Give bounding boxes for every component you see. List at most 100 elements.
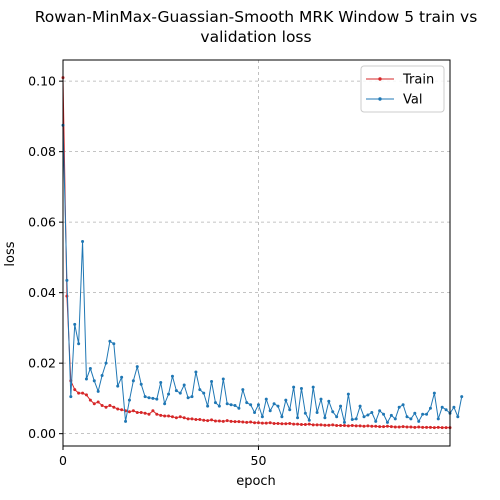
- chart-title-line1: Rowan-MinMax-Guassian-Smooth MRK Window …: [35, 8, 478, 26]
- x-tick-label: 50: [251, 453, 267, 468]
- val-point: [260, 415, 264, 419]
- train-point: [299, 423, 303, 426]
- train-point: [382, 425, 386, 429]
- train-point: [268, 421, 272, 425]
- val-point: [210, 379, 214, 383]
- train-point: [272, 421, 276, 425]
- y-tick-label: 0.08: [28, 144, 56, 159]
- train-point: [260, 421, 264, 425]
- train-point: [256, 421, 260, 425]
- train-point: [233, 420, 237, 424]
- val-point: [225, 402, 229, 406]
- val-point: [432, 391, 436, 395]
- val-point: [331, 410, 335, 414]
- train-point: [135, 411, 139, 415]
- val-point: [382, 412, 386, 416]
- legend-train-marker: [378, 77, 382, 81]
- val-point: [237, 406, 241, 410]
- train-point: [417, 425, 421, 429]
- train-point: [378, 425, 382, 429]
- x-axis-ticks: 0 50: [59, 446, 266, 468]
- val-point: [120, 375, 124, 379]
- train-point: [409, 425, 413, 429]
- val-point: [272, 402, 276, 406]
- val-point: [323, 416, 327, 420]
- chart-title-line2: validation loss: [200, 28, 311, 46]
- train-point: [202, 418, 206, 422]
- val-point: [354, 417, 358, 421]
- val-point: [174, 389, 178, 393]
- train-point: [421, 425, 425, 429]
- val-point: [249, 403, 253, 407]
- val-point: [288, 408, 292, 412]
- train-point: [225, 419, 229, 423]
- val-point: [436, 417, 440, 421]
- train-point: [190, 417, 194, 421]
- train-point: [100, 403, 104, 407]
- legend-val-label: Val: [403, 93, 422, 108]
- train-point: [112, 405, 116, 409]
- val-point: [327, 399, 331, 403]
- legend-train-label: Train: [402, 73, 434, 88]
- val-point: [206, 404, 210, 408]
- train-point: [116, 407, 120, 411]
- y-tick-label: 0.06: [28, 215, 56, 230]
- train-point: [311, 423, 315, 427]
- val-point: [182, 383, 186, 387]
- train-point: [81, 391, 85, 395]
- val-point: [143, 395, 147, 399]
- val-point: [346, 392, 350, 396]
- train-point: [366, 424, 370, 428]
- train-point: [358, 424, 362, 428]
- train-point: [155, 412, 159, 416]
- val-point: [393, 417, 397, 421]
- train-point: [229, 419, 233, 423]
- train-series-line: [62, 77, 450, 429]
- val-point: [139, 382, 143, 386]
- train-point: [389, 425, 393, 429]
- val-point: [155, 397, 159, 401]
- train-point: [253, 421, 257, 425]
- train-point: [397, 425, 401, 429]
- train-point: [315, 423, 319, 427]
- val-point: [358, 404, 362, 408]
- val-point: [167, 392, 171, 396]
- train-point: [96, 400, 100, 404]
- val-point: [73, 322, 77, 326]
- train-point: [182, 416, 186, 420]
- val-point: [444, 408, 448, 412]
- val-point: [374, 419, 378, 423]
- val-point: [409, 417, 413, 421]
- train-point: [342, 424, 346, 428]
- train-point: [237, 420, 241, 424]
- val-point: [366, 413, 370, 417]
- train-point: [84, 393, 88, 397]
- val-point: [135, 365, 139, 369]
- val-point: [456, 415, 460, 419]
- train-point: [362, 424, 366, 428]
- train-point: [73, 388, 77, 392]
- train-point: [385, 424, 389, 428]
- val-point: [339, 404, 343, 408]
- plot-frame: [62, 59, 451, 447]
- val-point: [147, 396, 151, 400]
- val-point: [342, 420, 346, 424]
- val-point: [315, 411, 319, 415]
- val-point: [425, 412, 429, 416]
- val-point: [186, 396, 190, 400]
- train-point: [194, 418, 198, 422]
- val-point: [268, 409, 272, 413]
- val-point: [389, 413, 393, 417]
- train-point: [346, 424, 350, 428]
- val-point: [159, 381, 163, 385]
- train-point: [393, 425, 397, 429]
- val-point: [245, 401, 249, 405]
- train-point: [206, 419, 210, 423]
- train-point: [210, 418, 214, 422]
- train-point: [249, 420, 253, 424]
- val-point: [131, 379, 135, 383]
- val-point: [405, 415, 409, 419]
- val-point: [417, 419, 421, 423]
- val-point: [319, 397, 323, 401]
- train-point: [245, 420, 249, 424]
